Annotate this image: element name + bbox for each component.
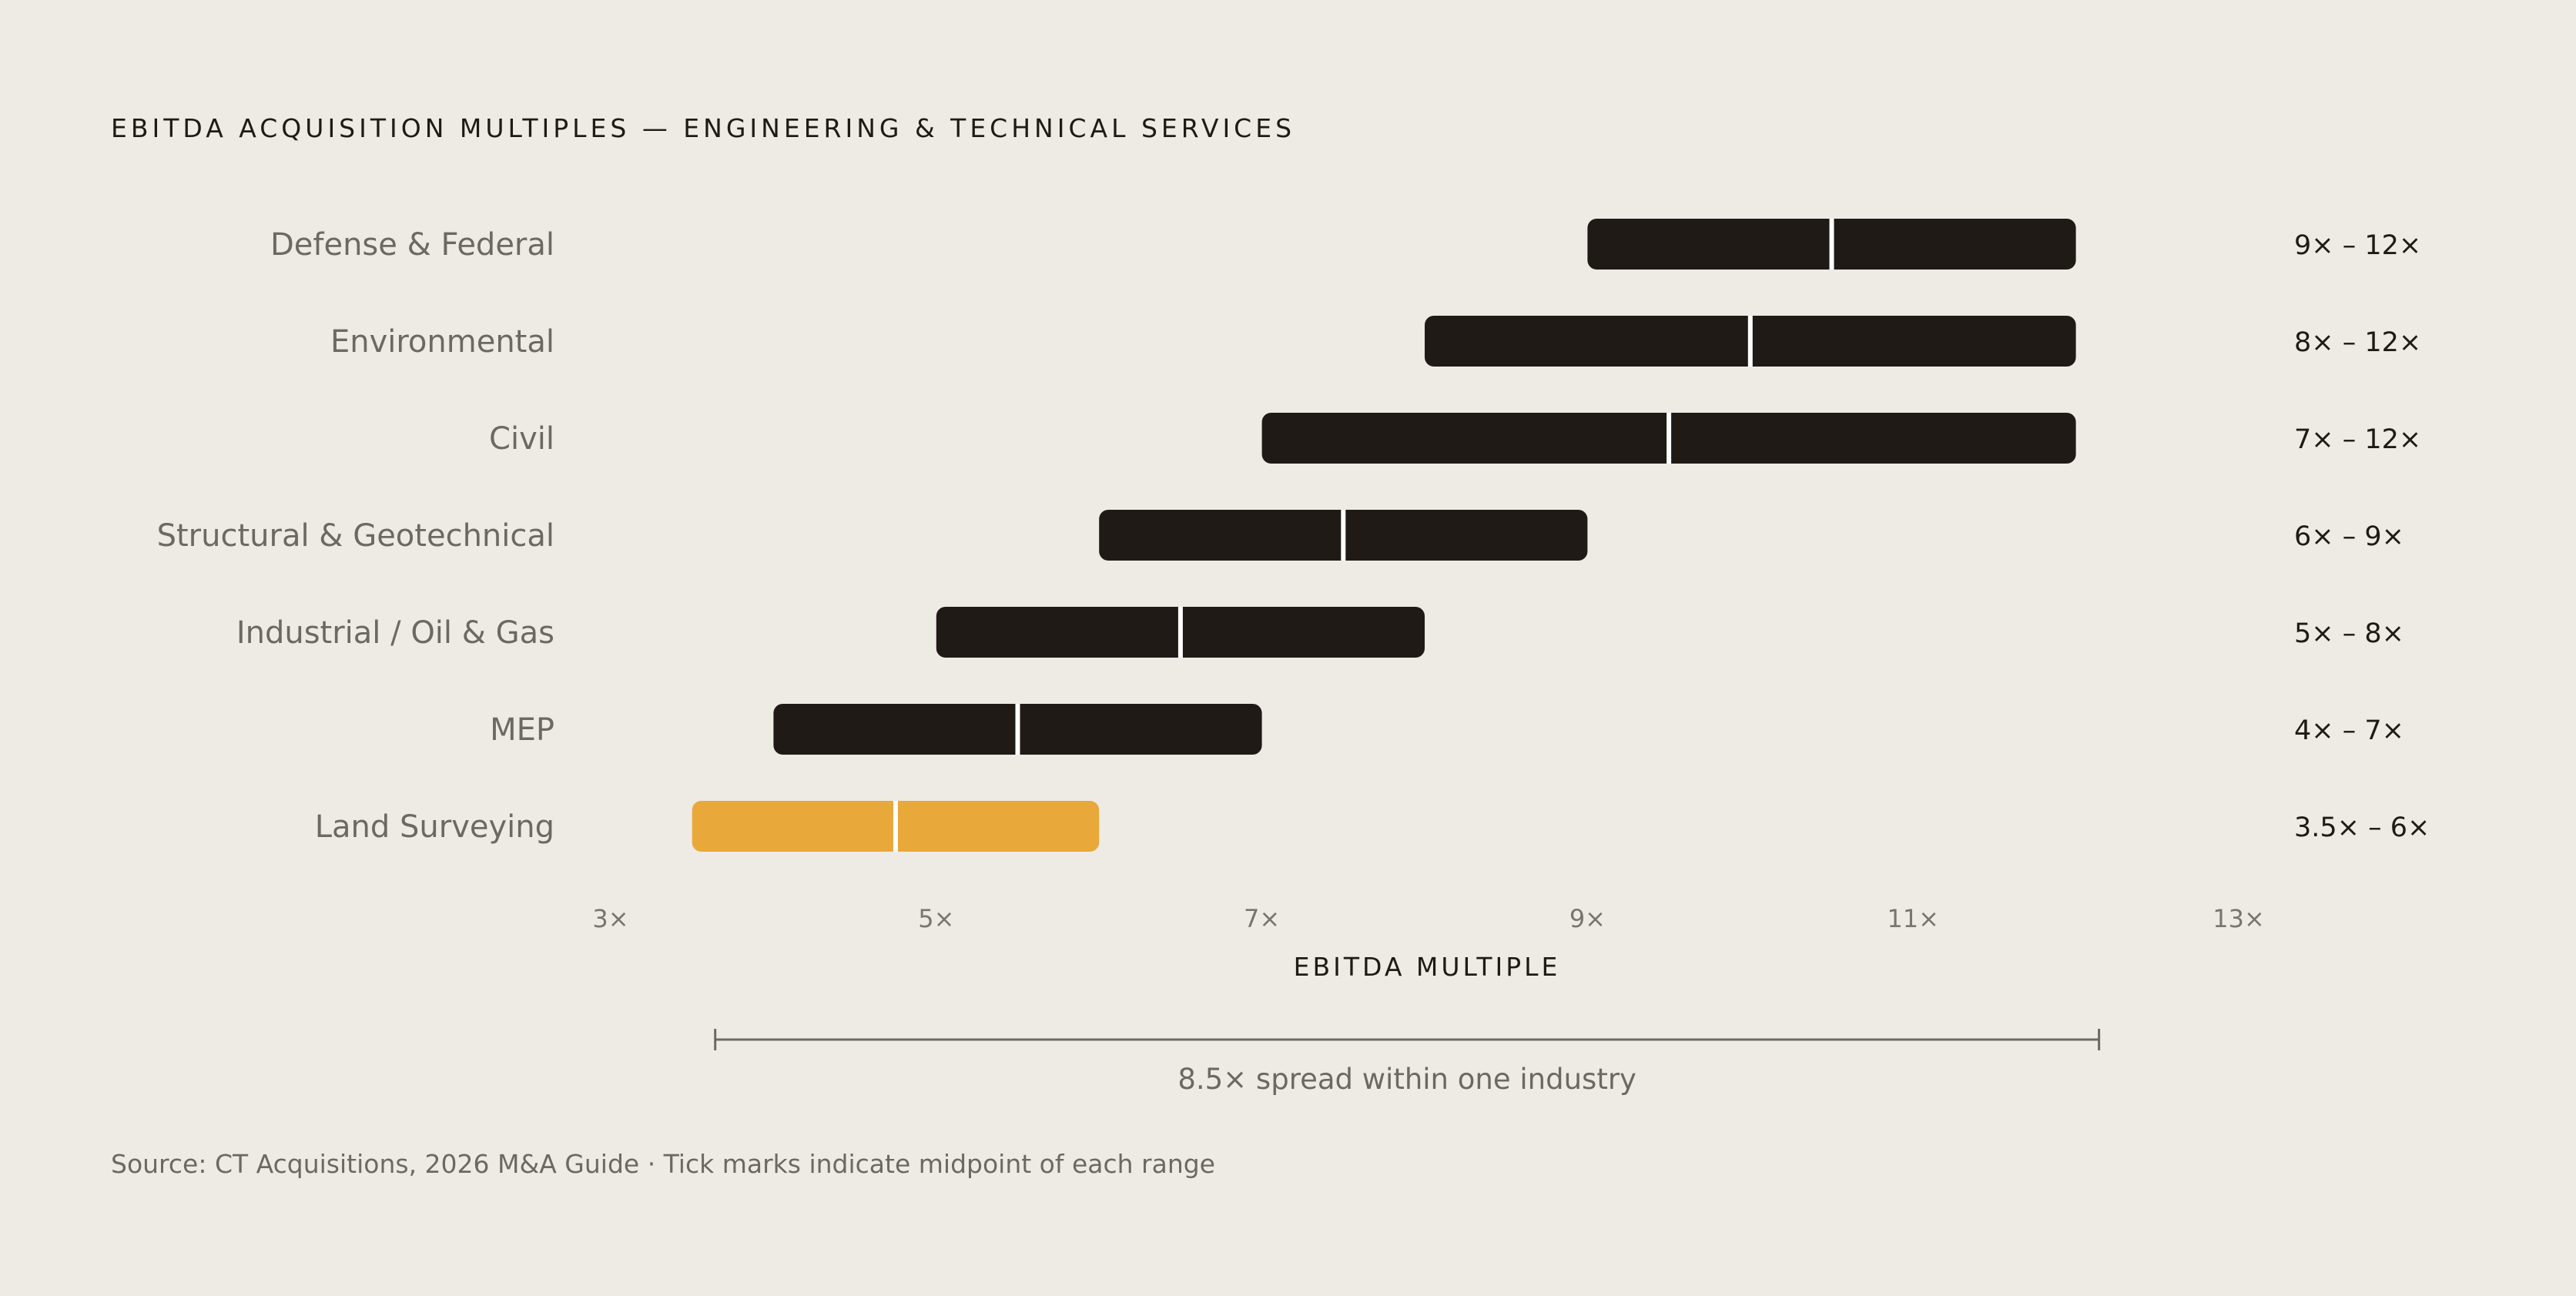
range-value-label: 9× – 12× bbox=[2294, 230, 2421, 261]
category-label: Structural & Geotechnical bbox=[157, 518, 554, 554]
category-label: Industrial / Oil & Gas bbox=[236, 615, 554, 651]
x-axis-title: EBITDA MULTIPLE bbox=[1294, 952, 1561, 982]
category-label: Environmental bbox=[330, 324, 554, 360]
category-labels: Defense & Federal Environmental Civil Struc… bbox=[157, 227, 554, 845]
category-label: Defense & Federal bbox=[270, 227, 554, 263]
range-value-label: 4× – 7× bbox=[2294, 715, 2404, 746]
category-label: MEP bbox=[490, 712, 554, 748]
midpoint-tick bbox=[1341, 510, 1346, 561]
source-note: Source: CT Acquisitions, 2026 M&A Guide … bbox=[111, 1149, 1215, 1179]
chart-title: EBITDA ACQUISITION MULTIPLES — ENGINEERI… bbox=[111, 113, 1295, 143]
x-tick-label: 13× bbox=[2213, 904, 2265, 933]
spread-annotation: 8.5× spread within one industry bbox=[714, 1029, 2101, 1096]
midpoint-tick bbox=[1015, 704, 1020, 755]
range-bars bbox=[692, 219, 2076, 852]
range-value-label: 7× – 12× bbox=[2294, 424, 2421, 455]
spread-annotation-text: 8.5× spread within one industry bbox=[1177, 1063, 1636, 1096]
category-label: Land Surveying bbox=[315, 809, 554, 845]
x-axis-ticks: 3× 5× 7× 9× 11× 13× bbox=[592, 904, 2264, 933]
range-value-label: 5× – 8× bbox=[2294, 618, 2404, 649]
midpoint-tick bbox=[1747, 316, 1753, 367]
midpoint-tick bbox=[1667, 413, 1672, 464]
x-tick-label: 9× bbox=[1569, 904, 1606, 933]
x-tick-label: 11× bbox=[1887, 904, 1939, 933]
category-label: Civil bbox=[489, 421, 554, 457]
range-value-label: 3.5× – 6× bbox=[2294, 812, 2430, 843]
x-tick-label: 3× bbox=[592, 904, 628, 933]
range-value-label: 8× – 12× bbox=[2294, 327, 2421, 358]
x-tick-label: 7× bbox=[1244, 904, 1280, 933]
range-value-label: 6× – 9× bbox=[2294, 521, 2404, 552]
x-tick-label: 5× bbox=[918, 904, 954, 933]
midpoint-tick bbox=[1829, 219, 1834, 270]
midpoint-tick bbox=[1177, 607, 1183, 658]
midpoint-tick bbox=[893, 801, 898, 852]
range-value-labels: 9× – 12× 8× – 12× 7× – 12× 6× – 9× 5× – 8× 4×… bbox=[2294, 230, 2430, 843]
